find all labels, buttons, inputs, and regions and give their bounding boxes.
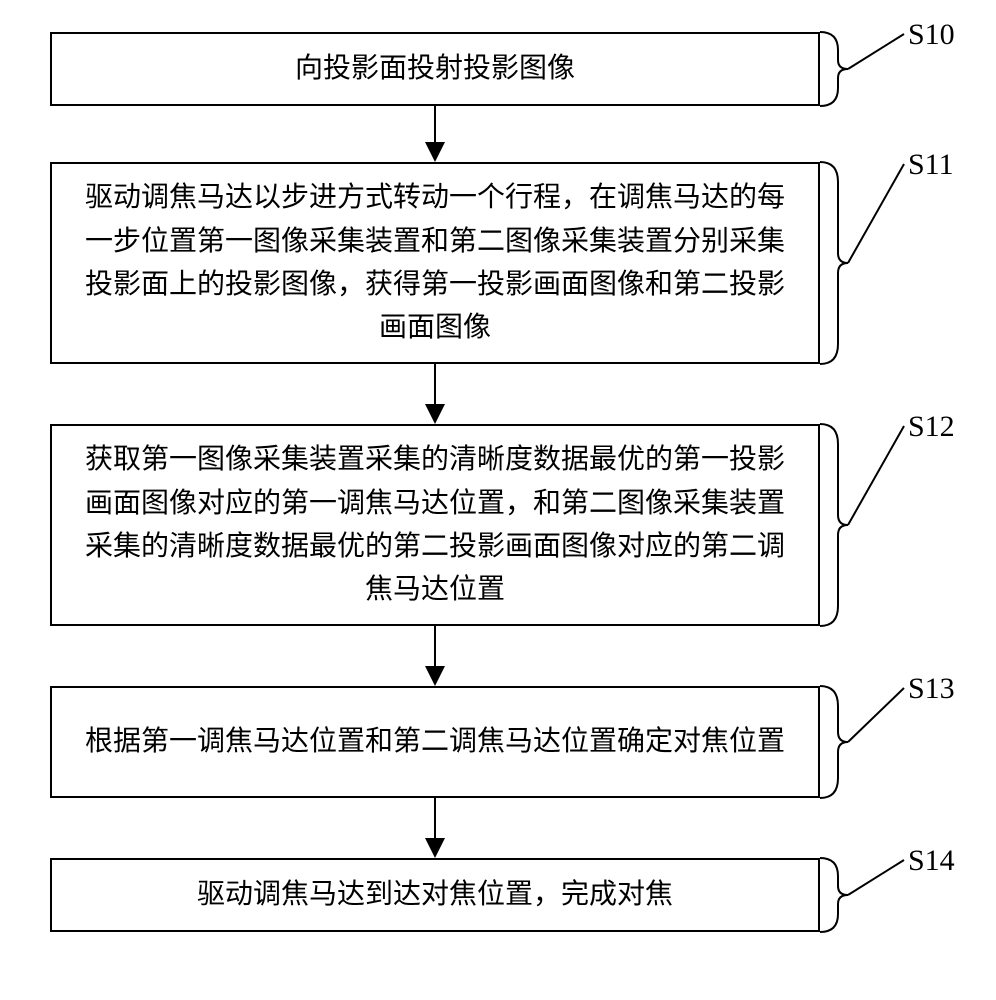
- bracket-leader-s12: [848, 426, 904, 525]
- step-label-s10: S10: [908, 18, 955, 52]
- step-label-text: S11: [908, 148, 954, 181]
- flowchart-node-s13: 根据第一调焦马达位置和第二调焦马达位置确定对焦位置: [50, 686, 820, 798]
- flowchart-node-s11: 驱动调焦马达以步进方式转动一个行程，在调焦马达的每一步位置第一图像采集装置和第二…: [50, 162, 820, 364]
- bracket-s14: [820, 858, 848, 932]
- step-label-s13: S13: [908, 672, 955, 706]
- flowchart-node-s12: 获取第一图像采集装置采集的清晰度数据最优的第一投影画面图像对应的第一调焦马达位置…: [50, 424, 820, 626]
- bracket-s11: [820, 162, 848, 364]
- step-label-s12: S12: [908, 410, 955, 444]
- bracket-leader-s13: [848, 688, 904, 742]
- flowchart-canvas: 向投影面投射投影图像 驱动调焦马达以步进方式转动一个行程，在调焦马达的每一步位置…: [0, 0, 996, 1000]
- step-label-text: S14: [908, 844, 955, 877]
- bracket-s13: [820, 686, 848, 798]
- node-text: 驱动调焦马达到达对焦位置，完成对焦: [197, 873, 673, 916]
- step-label-s11: S11: [908, 148, 954, 182]
- step-label-text: S12: [908, 410, 955, 443]
- step-label-text: S10: [908, 18, 955, 51]
- node-text: 根据第一调焦马达位置和第二调焦马达位置确定对焦位置: [85, 720, 785, 763]
- flowchart-node-s10: 向投影面投射投影图像: [50, 32, 820, 106]
- bracket-leader-s14: [848, 860, 904, 895]
- step-label-s14: S14: [908, 844, 955, 878]
- step-label-text: S13: [908, 672, 955, 705]
- node-text: 获取第一图像采集装置采集的清晰度数据最优的第一投影画面图像对应的第一调焦马达位置…: [72, 438, 798, 612]
- bracket-leader-s10: [848, 34, 904, 69]
- bracket-leader-s11: [848, 164, 904, 263]
- node-text: 向投影面投射投影图像: [295, 47, 575, 90]
- bracket-s10: [820, 32, 848, 106]
- flowchart-node-s14: 驱动调焦马达到达对焦位置，完成对焦: [50, 858, 820, 932]
- node-text: 驱动调焦马达以步进方式转动一个行程，在调焦马达的每一步位置第一图像采集装置和第二…: [72, 176, 798, 350]
- bracket-s12: [820, 424, 848, 626]
